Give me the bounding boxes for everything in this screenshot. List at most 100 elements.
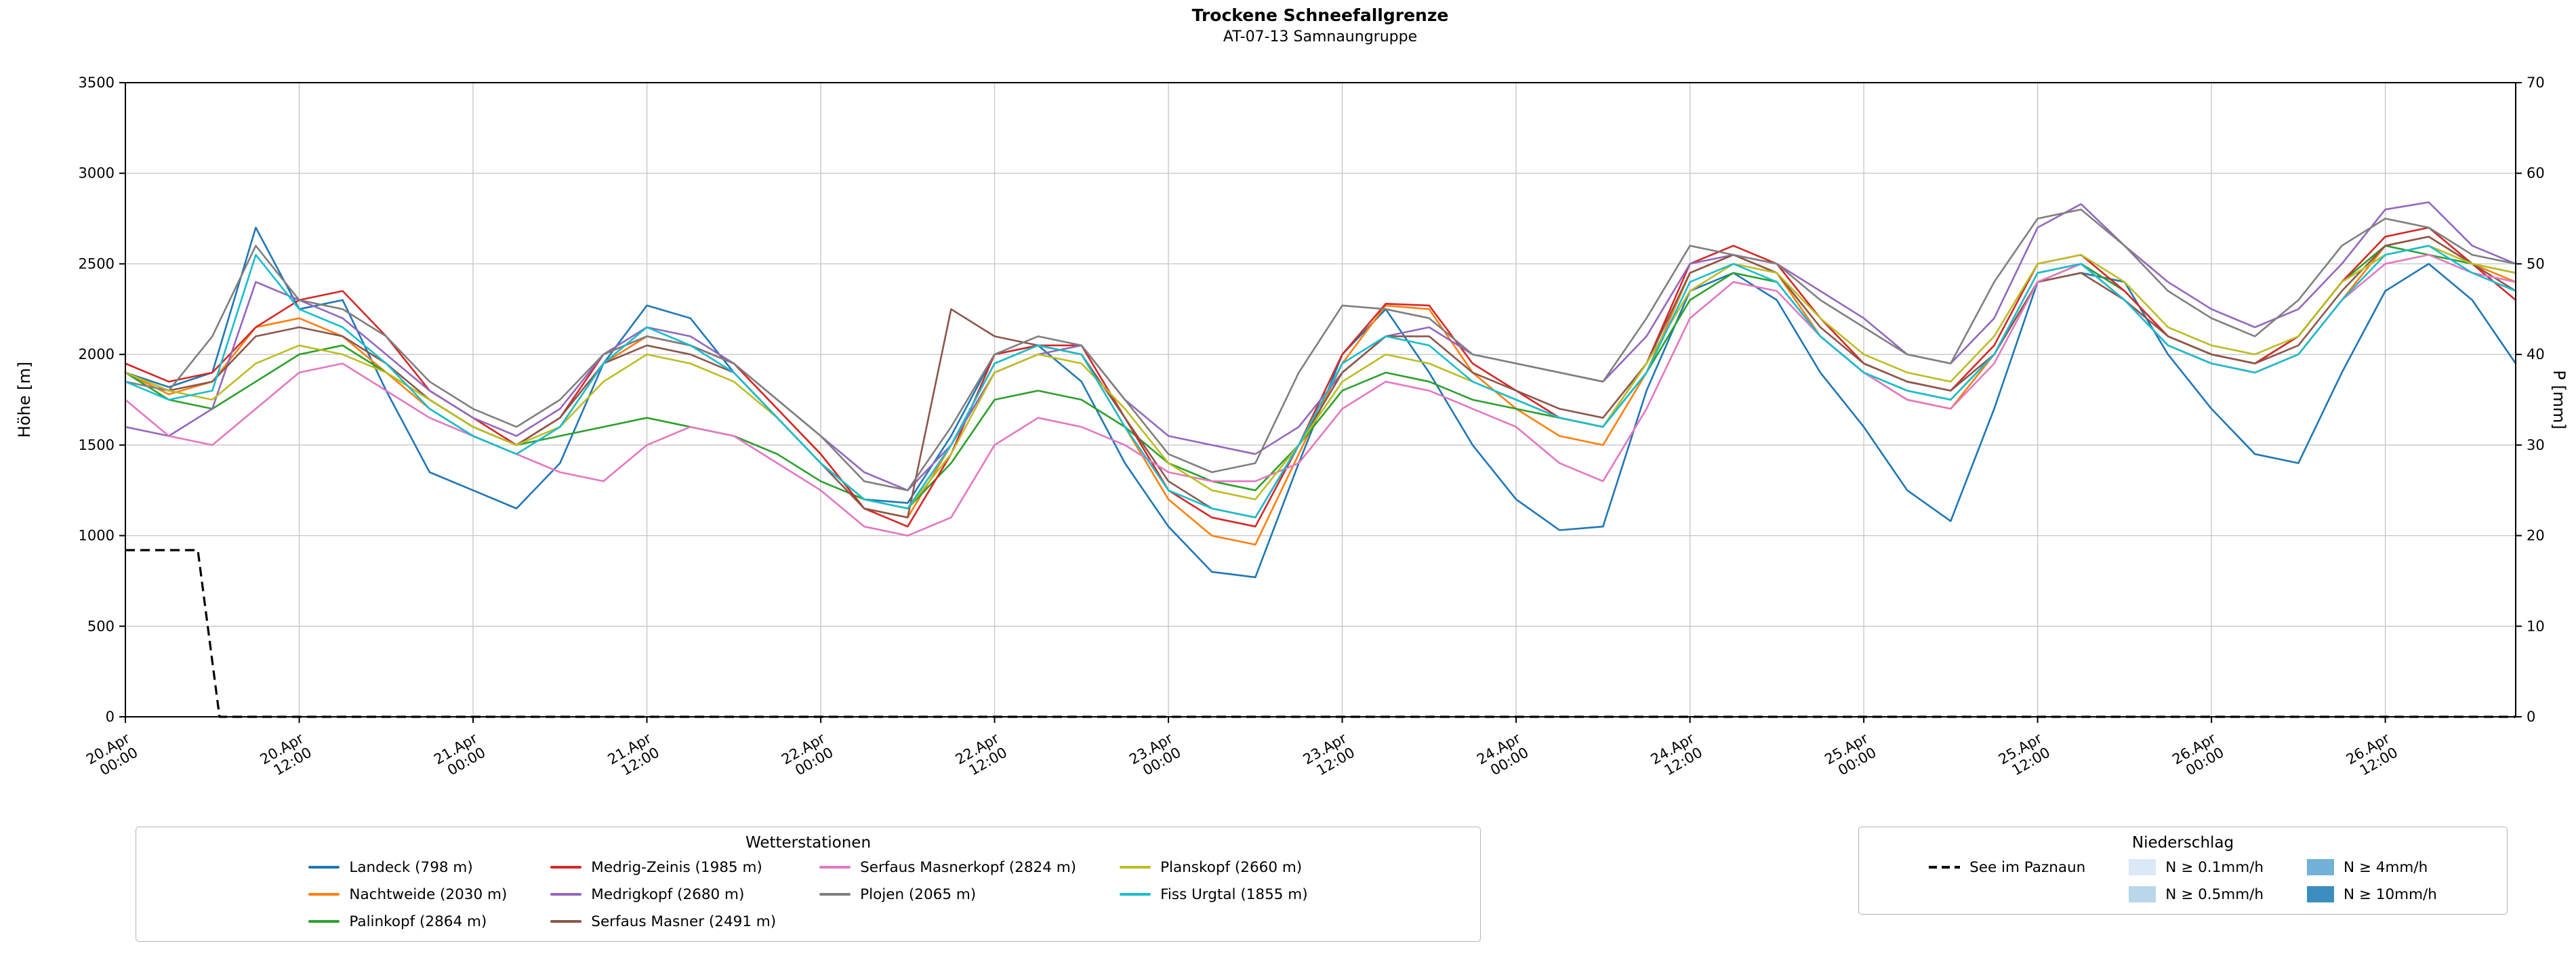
- series-line-plojen-2065-m: [124, 208, 2517, 492]
- line-swatch: [550, 866, 582, 869]
- legend-item-label: N ≥ 10mm/h: [2344, 886, 2437, 903]
- chart-subtitle: AT-07-13 Samnaungruppe: [1223, 28, 1418, 45]
- series-line-see-im-paznaun: [125, 549, 2516, 718]
- legend-item-serfaus-masner-2491-m: Serfaus Masner (2491 m): [550, 913, 776, 930]
- plot-area: 0 500 1000 1500 2000 2500 3000 3500 0 10 20 30 40 50 6…: [79, 75, 2545, 782]
- line-swatch: [308, 866, 340, 869]
- series-line-serfaus-masner-2491-m: [124, 235, 2517, 519]
- legend-item-label: Medrigkopf (2680 m): [591, 886, 745, 903]
- patch-swatch: [2129, 859, 2156, 875]
- legend-item-label: Serfaus Masnerkopf (2824 m): [860, 858, 1077, 876]
- series-line-planskopf-2660-m: [124, 245, 2517, 509]
- legend-item-label: Palinkopf (2864 m): [349, 913, 487, 930]
- legend-niederschlag-title: Niederschlag: [2131, 834, 2234, 852]
- legend-item-n-10mm-h: N ≥ 10mm/h: [2307, 886, 2437, 903]
- legend-item-nachtweide-2030-m: Nachtweide (2030 m): [308, 886, 507, 903]
- line-swatch: [819, 866, 851, 869]
- y-axis-left-tick-label: 2000: [79, 346, 115, 362]
- legend-wetterstationen-title: Wetterstationen: [745, 834, 872, 852]
- y-axis-left-tick-label: 500: [87, 618, 115, 634]
- legend-item-label: Planskopf (2660 m): [1160, 858, 1303, 876]
- y-axis-right-tick-label: 30: [2527, 437, 2545, 453]
- series-line-serfaus-masnerkopf-2824-m: [124, 253, 2517, 537]
- legend-wetterstationen-columns: Landeck (798 m) Nachtweide (2030 m) Palink…: [143, 858, 1473, 930]
- chart-title: Trockene Schneefallgrenze: [1191, 5, 1449, 25]
- line-swatch: [550, 893, 582, 896]
- legend-item-label: Serfaus Masner (2491 m): [591, 913, 777, 930]
- x-axis-tick-label: 20.Apr00:00: [83, 730, 141, 782]
- x-axis-tick-label: 23.Apr12:00: [1301, 730, 1358, 782]
- legend-item-palinkopf-2864-m: Palinkopf (2864 m): [308, 913, 507, 930]
- legend-item-n-0-5mm-h: N ≥ 0.5mm/h: [2129, 886, 2264, 903]
- legend-column: N ≥ 4mm/h N ≥ 10mm/h: [2307, 858, 2437, 903]
- legend-item-serfaus-masnerkopf-2824-m: Serfaus Masnerkopf (2824 m): [819, 858, 1076, 876]
- x-axis-tick-label: 25.Apr12:00: [1996, 730, 2053, 782]
- x-axis-tick-label: 21.Apr12:00: [605, 730, 663, 782]
- series-line-fiss-urgtal-1855-m: [124, 245, 2517, 519]
- line-swatch: [308, 920, 340, 923]
- y-axis-left-tick-label: 1500: [79, 437, 115, 453]
- legend-item-n-0-1mm-h: N ≥ 0.1mm/h: [2129, 858, 2264, 876]
- legend-column: Landeck (798 m) Nachtweide (2030 m) Palink…: [308, 858, 507, 930]
- legend-item-label: See im Paznaun: [1969, 858, 2086, 876]
- legend-item-n-4mm-h: N ≥ 4mm/h: [2307, 858, 2437, 876]
- y-axis-right-tick-label: 20: [2527, 528, 2545, 544]
- legend-item-landeck-798-m: Landeck (798 m): [308, 858, 507, 876]
- legend-item-label: Plojen (2065 m): [860, 886, 977, 903]
- x-axis-tick-label: 21.Apr00:00: [431, 730, 489, 782]
- y-axis-left-tick-label: 1000: [79, 528, 115, 544]
- series-line-palinkopf-2864-m: [124, 245, 2517, 509]
- series-line-nachtweide-2030-m: [124, 235, 2517, 546]
- legend-item-label: N ≥ 4mm/h: [2344, 858, 2428, 876]
- line-swatch: [1120, 893, 1151, 896]
- series-line-medrigkopf-2680-m: [124, 201, 2517, 492]
- x-axis-tick-label: 23.Apr00:00: [1126, 730, 1184, 782]
- legend-item-see-im-paznaun: See im Paznaun: [1929, 858, 2085, 876]
- line-swatch: [819, 893, 851, 896]
- y-axis-right-tick-label: 60: [2527, 165, 2545, 182]
- legend-niederschlag: Niederschlag See im Paznaun N ≥ 0.1mm/h N …: [1858, 827, 2508, 915]
- y-axis-left-tick-label: 2500: [79, 255, 115, 272]
- line-swatch: [1120, 866, 1151, 869]
- legend-column: N ≥ 0.1mm/h N ≥ 0.5mm/h: [2129, 858, 2264, 903]
- y-axis-right-tick-label: 40: [2527, 346, 2545, 362]
- legend-item-label: Nachtweide (2030 m): [349, 886, 508, 903]
- plot-border: [125, 82, 2516, 717]
- patch-swatch: [2129, 886, 2156, 902]
- y-axis-right-tick-label: 0: [2527, 709, 2535, 725]
- patch-swatch: [2307, 859, 2335, 875]
- line-swatch: [308, 893, 340, 896]
- x-axis-tick-label: 24.Apr12:00: [1648, 730, 1706, 782]
- y-axis-right-tick-label: 70: [2527, 75, 2545, 91]
- legend-item-fiss-urgtal-1855-m: Fiss Urgtal (1855 m): [1120, 886, 1308, 903]
- legend-item-medrig-zeinis-1985-m: Medrig-Zeinis (1985 m): [550, 858, 776, 876]
- legend-niederschlag-columns: See im Paznaun N ≥ 0.1mm/h N ≥ 0.5mm/h N ≥ …: [1866, 858, 2500, 903]
- x-axis-tick-label: 26.Apr12:00: [2344, 730, 2401, 782]
- x-axis-tick-label: 22.Apr12:00: [953, 730, 1010, 782]
- patch-swatch: [2307, 886, 2335, 902]
- legend-item-medrigkopf-2680-m: Medrigkopf (2680 m): [550, 886, 776, 903]
- legend-column: Serfaus Masnerkopf (2824 m) Plojen (2065 …: [819, 858, 1076, 903]
- legend-column: See im Paznaun: [1929, 858, 2085, 876]
- y-axis-left-tick-label: 0: [106, 709, 115, 725]
- legend-column: Medrig-Zeinis (1985 m) Medrigkopf (2680 m…: [550, 858, 776, 930]
- x-axis-tick-label: 22.Apr00:00: [779, 730, 836, 782]
- legend-wetterstationen: Wetterstationen Landeck (798 m) Nachtweid…: [136, 827, 1481, 942]
- y-axis-right-tick-label: 50: [2527, 255, 2545, 272]
- legend-item-label: Landeck (798 m): [349, 858, 473, 876]
- legend-item-label: Medrig-Zeinis (1985 m): [591, 858, 762, 876]
- legend-item-planskopf-2660-m: Planskopf (2660 m): [1120, 858, 1308, 876]
- y-axis-left-tick-label: 3500: [79, 75, 115, 91]
- line-swatch: [550, 920, 582, 923]
- legend-item-label: N ≥ 0.5mm/h: [2165, 886, 2264, 903]
- legend-item-plojen-2065-m: Plojen (2065 m): [819, 886, 1076, 903]
- y-axis-left-tick-label: 3000: [79, 165, 115, 182]
- x-axis-tick-label: 24.Apr00:00: [1474, 730, 1532, 782]
- legend-item-label: Fiss Urgtal (1855 m): [1160, 886, 1308, 903]
- y-axis-right-tick-label: 10: [2527, 618, 2545, 634]
- legend-column: Planskopf (2660 m) Fiss Urgtal (1855 m): [1120, 858, 1308, 903]
- x-axis-tick-label: 25.Apr00:00: [1822, 730, 1879, 782]
- legend-item-label: N ≥ 0.1mm/h: [2165, 858, 2264, 876]
- dashed-line-swatch: [1929, 866, 1961, 869]
- x-axis-tick-label: 26.Apr00:00: [2169, 730, 2227, 782]
